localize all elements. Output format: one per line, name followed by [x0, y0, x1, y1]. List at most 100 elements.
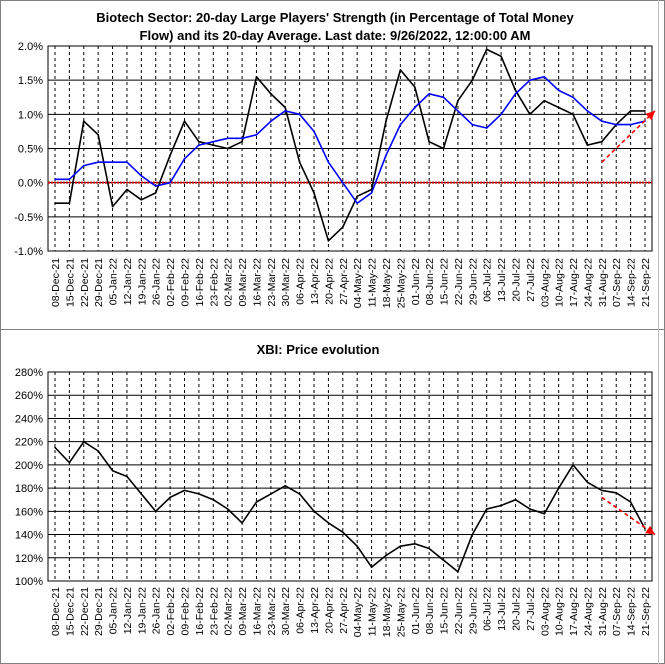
y-tick-label: 1.5% [18, 75, 43, 87]
data-point [97, 161, 99, 163]
chart2-axes: 100% 120% 140% 160% 180% 200% 220% 240% 260% 280%… [15, 367, 653, 637]
x-tick-label: 02-Mar-22 [223, 258, 235, 307]
x-tick-label: 05-Jan-22 [108, 587, 120, 634]
data-point [601, 489, 603, 492]
data-point [327, 240, 330, 242]
y-tick-label: 0.5% [18, 144, 43, 156]
data-point [572, 113, 574, 116]
y-tick-label: 220% [15, 437, 43, 449]
trend-arrow-head [645, 110, 655, 121]
x-tick-label: 10-Aug-22 [554, 258, 566, 307]
x-tick-label: 29-Jun-22 [467, 587, 479, 634]
data-point [356, 202, 359, 204]
x-tick-label: 23-Mar-22 [266, 587, 278, 636]
data-point [255, 134, 258, 136]
data-point [399, 123, 402, 126]
x-tick-label: 14-Sep-22 [626, 258, 638, 307]
x-tick-label: 09-Feb-22 [180, 258, 192, 307]
x-tick-label: 16-Mar-22 [251, 587, 263, 636]
chart2-title: XBI: Price evolution [257, 342, 380, 357]
data-point [428, 547, 430, 550]
data-point [385, 120, 387, 122]
x-tick-label: 26-Jan-22 [151, 258, 163, 305]
data-point [342, 531, 344, 533]
data-point [572, 96, 574, 99]
data-point [529, 79, 531, 81]
data-point [485, 508, 488, 510]
x-tick-label: 25-May-22 [395, 258, 407, 308]
x-tick-label: 19-Jan-22 [136, 587, 148, 634]
x-tick-label: 23-Mar-22 [266, 258, 278, 307]
data-point [471, 533, 474, 536]
data-point [442, 147, 445, 150]
data-point [111, 469, 114, 472]
data-point [543, 99, 546, 102]
data-point [68, 461, 71, 464]
data-point [428, 93, 430, 95]
x-tick-label: 03-Aug-22 [539, 258, 551, 307]
x-tick-label: 07-Sep-22 [611, 587, 623, 636]
y-tick-label: 0.0% [18, 178, 43, 190]
data-point [241, 137, 243, 140]
data-point [471, 79, 474, 81]
data-point [97, 450, 99, 452]
data-point [370, 192, 373, 194]
x-tick-label: 19-Jan-22 [136, 258, 148, 305]
data-point [629, 110, 632, 112]
data-point [514, 89, 517, 92]
y-tick-label: 1.0% [18, 109, 43, 121]
x-tick-label: 22-Jun-22 [453, 587, 465, 634]
x-tick-label: 20-Jul-22 [510, 258, 522, 302]
x-tick-label: 11-May-22 [367, 587, 379, 637]
data-point [399, 69, 402, 71]
chart1-series [54, 48, 646, 242]
x-tick-label: 27-Jul-22 [525, 258, 537, 302]
data-point [154, 510, 157, 513]
data-point [414, 86, 416, 88]
data-point [313, 192, 315, 194]
data-point [68, 178, 71, 181]
data-point [557, 487, 560, 489]
data-point [212, 498, 215, 501]
data-point [356, 195, 359, 198]
x-tick-label: 12-Jan-22 [122, 587, 134, 634]
data-point [485, 48, 488, 51]
x-tick-label: 02-Feb-22 [165, 587, 177, 636]
data-point [615, 492, 617, 494]
data-point [169, 154, 171, 157]
chart1-trend-arrow [601, 110, 656, 163]
data-point [298, 113, 301, 116]
data-point [586, 110, 589, 112]
x-tick-label: 17-Aug-22 [568, 258, 580, 307]
data-point [601, 140, 603, 143]
data-point [198, 144, 200, 146]
y-tick-label: 140% [15, 530, 43, 542]
x-tick-label: 23-Feb-22 [208, 258, 220, 307]
y-tick-label: 260% [15, 390, 43, 402]
x-tick-label: 04-May-22 [352, 258, 364, 308]
data-point [97, 134, 99, 136]
y-tick-label: -0.5% [14, 212, 43, 224]
data-point [586, 144, 589, 146]
data-point [514, 498, 517, 501]
data-point [471, 123, 474, 126]
data-point [140, 493, 143, 495]
x-tick-label: 21-Sep-22 [640, 258, 652, 307]
data-point [54, 202, 56, 204]
data-point [342, 181, 344, 184]
data-point [327, 161, 330, 163]
data-point [572, 464, 574, 466]
x-tick-label: 29-Dec-21 [93, 258, 105, 307]
x-tick-label: 03-Aug-22 [539, 587, 551, 636]
x-tick-label: 08-Jun-22 [424, 258, 436, 305]
x-tick-label: 04-May-22 [352, 587, 364, 637]
x-tick-label: 11-May-22 [367, 258, 379, 308]
x-tick-label: 23-Feb-22 [208, 587, 220, 636]
x-tick-label: 26-Jan-22 [151, 587, 163, 634]
data-point [140, 175, 143, 177]
x-tick-label: 22-Dec-21 [79, 258, 91, 307]
x-tick-label: 29-Dec-21 [93, 587, 105, 636]
x-tick-label: 08-Jun-22 [424, 587, 436, 634]
data-point [54, 178, 56, 181]
